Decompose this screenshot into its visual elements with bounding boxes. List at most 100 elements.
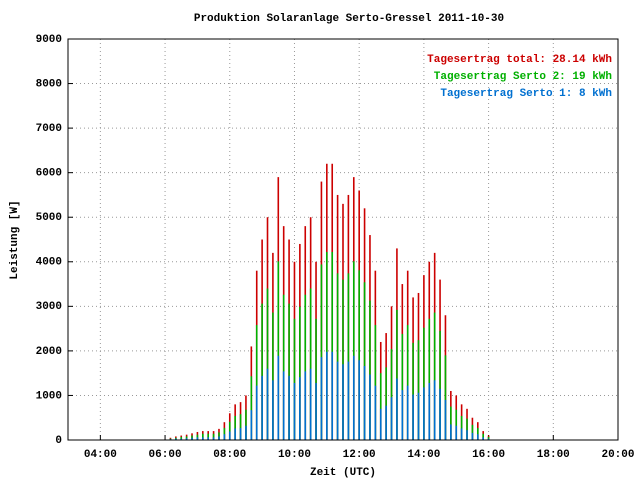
x-tick-label: 12:00: [343, 449, 376, 461]
bar: [191, 437, 193, 440]
bar: [396, 309, 398, 440]
bar: [363, 282, 366, 440]
bar: [293, 382, 296, 440]
bar: [406, 325, 409, 440]
bar: [212, 433, 215, 440]
bar: [266, 368, 269, 440]
bar: [223, 434, 226, 440]
bar: [423, 387, 425, 440]
bar: [228, 421, 231, 440]
bar: [250, 410, 253, 440]
bar: [352, 261, 355, 440]
bar: [428, 382, 431, 440]
bar: [466, 418, 468, 440]
bar: [460, 428, 463, 440]
bar: [482, 437, 484, 440]
bar: [309, 368, 312, 440]
bar: [277, 261, 280, 440]
bar: [228, 431, 231, 440]
bar: [428, 318, 431, 440]
bar: [234, 415, 236, 440]
bar: [218, 432, 220, 440]
bar: [347, 361, 350, 440]
bar: [363, 366, 366, 440]
bar: [406, 385, 409, 440]
bar: [412, 394, 414, 440]
bar: [245, 425, 247, 440]
bar: [255, 385, 258, 440]
bar: [282, 371, 285, 440]
bar: [336, 273, 339, 440]
bar: [439, 330, 441, 440]
bar: [272, 312, 274, 440]
legend-entry: Tagesertrag total: 28.14 kWh: [427, 54, 612, 66]
bar: [466, 430, 468, 440]
y-tick-label: 9000: [36, 34, 62, 46]
bar: [385, 367, 387, 440]
bar: [293, 318, 296, 440]
x-tick-label: 04:00: [84, 449, 117, 461]
bar: [374, 385, 377, 440]
bar: [245, 409, 247, 440]
bar: [444, 355, 447, 440]
bar: [202, 437, 204, 440]
y-tick-label: 0: [55, 435, 62, 447]
bar: [433, 380, 436, 440]
bar: [239, 414, 242, 440]
bar: [401, 333, 404, 440]
bar: [180, 436, 183, 440]
bar: [417, 392, 420, 440]
bar: [304, 294, 307, 440]
bar: [223, 427, 226, 440]
bar: [369, 300, 371, 440]
bar: [450, 406, 452, 440]
bar: [455, 425, 458, 440]
bar: [460, 415, 463, 440]
legend-entry: Tagesertrag Serto 1: 8 kWh: [440, 88, 612, 100]
x-axis-label: Zeit (UTC): [310, 467, 376, 479]
x-tick-label: 16:00: [472, 449, 505, 461]
bar: [487, 438, 490, 440]
bar: [482, 433, 484, 440]
bar: [439, 388, 441, 440]
bar: [471, 424, 474, 440]
bar: [320, 264, 323, 440]
bar: [299, 377, 301, 440]
bar: [234, 428, 236, 440]
y-tick-label: 8000: [36, 78, 62, 90]
bar: [212, 437, 215, 440]
bar: [326, 251, 328, 440]
bar: [320, 357, 323, 440]
bar: [412, 342, 414, 440]
bar: [347, 273, 350, 440]
bar: [352, 355, 355, 440]
bar: [261, 303, 263, 440]
bar: [202, 433, 204, 440]
bar: [250, 376, 253, 440]
bar: [282, 294, 285, 440]
bar: [331, 251, 334, 440]
bar: [450, 424, 452, 440]
y-tick-label: 6000: [36, 168, 62, 180]
bar: [239, 427, 242, 440]
bar: [379, 373, 382, 440]
bar: [288, 303, 290, 440]
bar: [385, 405, 387, 440]
x-tick-label: 14:00: [407, 449, 440, 461]
y-tick-label: 1000: [36, 390, 62, 402]
bar: [342, 364, 344, 440]
y-tick-label: 2000: [36, 346, 62, 358]
x-tick-label: 08:00: [213, 449, 246, 461]
chart-title: Produktion Solaranlage Serto-Gressel 201…: [194, 13, 504, 25]
bar: [207, 437, 209, 440]
bar: [277, 355, 280, 440]
bar: [487, 436, 490, 440]
bar: [471, 432, 474, 440]
bar: [288, 375, 290, 440]
bar: [196, 437, 199, 440]
plot-frame: [67, 38, 619, 441]
bar: [336, 361, 339, 440]
bar: [396, 378, 398, 440]
legend-entry: Tagesertrag Serto 2: 19 kWh: [434, 71, 612, 83]
